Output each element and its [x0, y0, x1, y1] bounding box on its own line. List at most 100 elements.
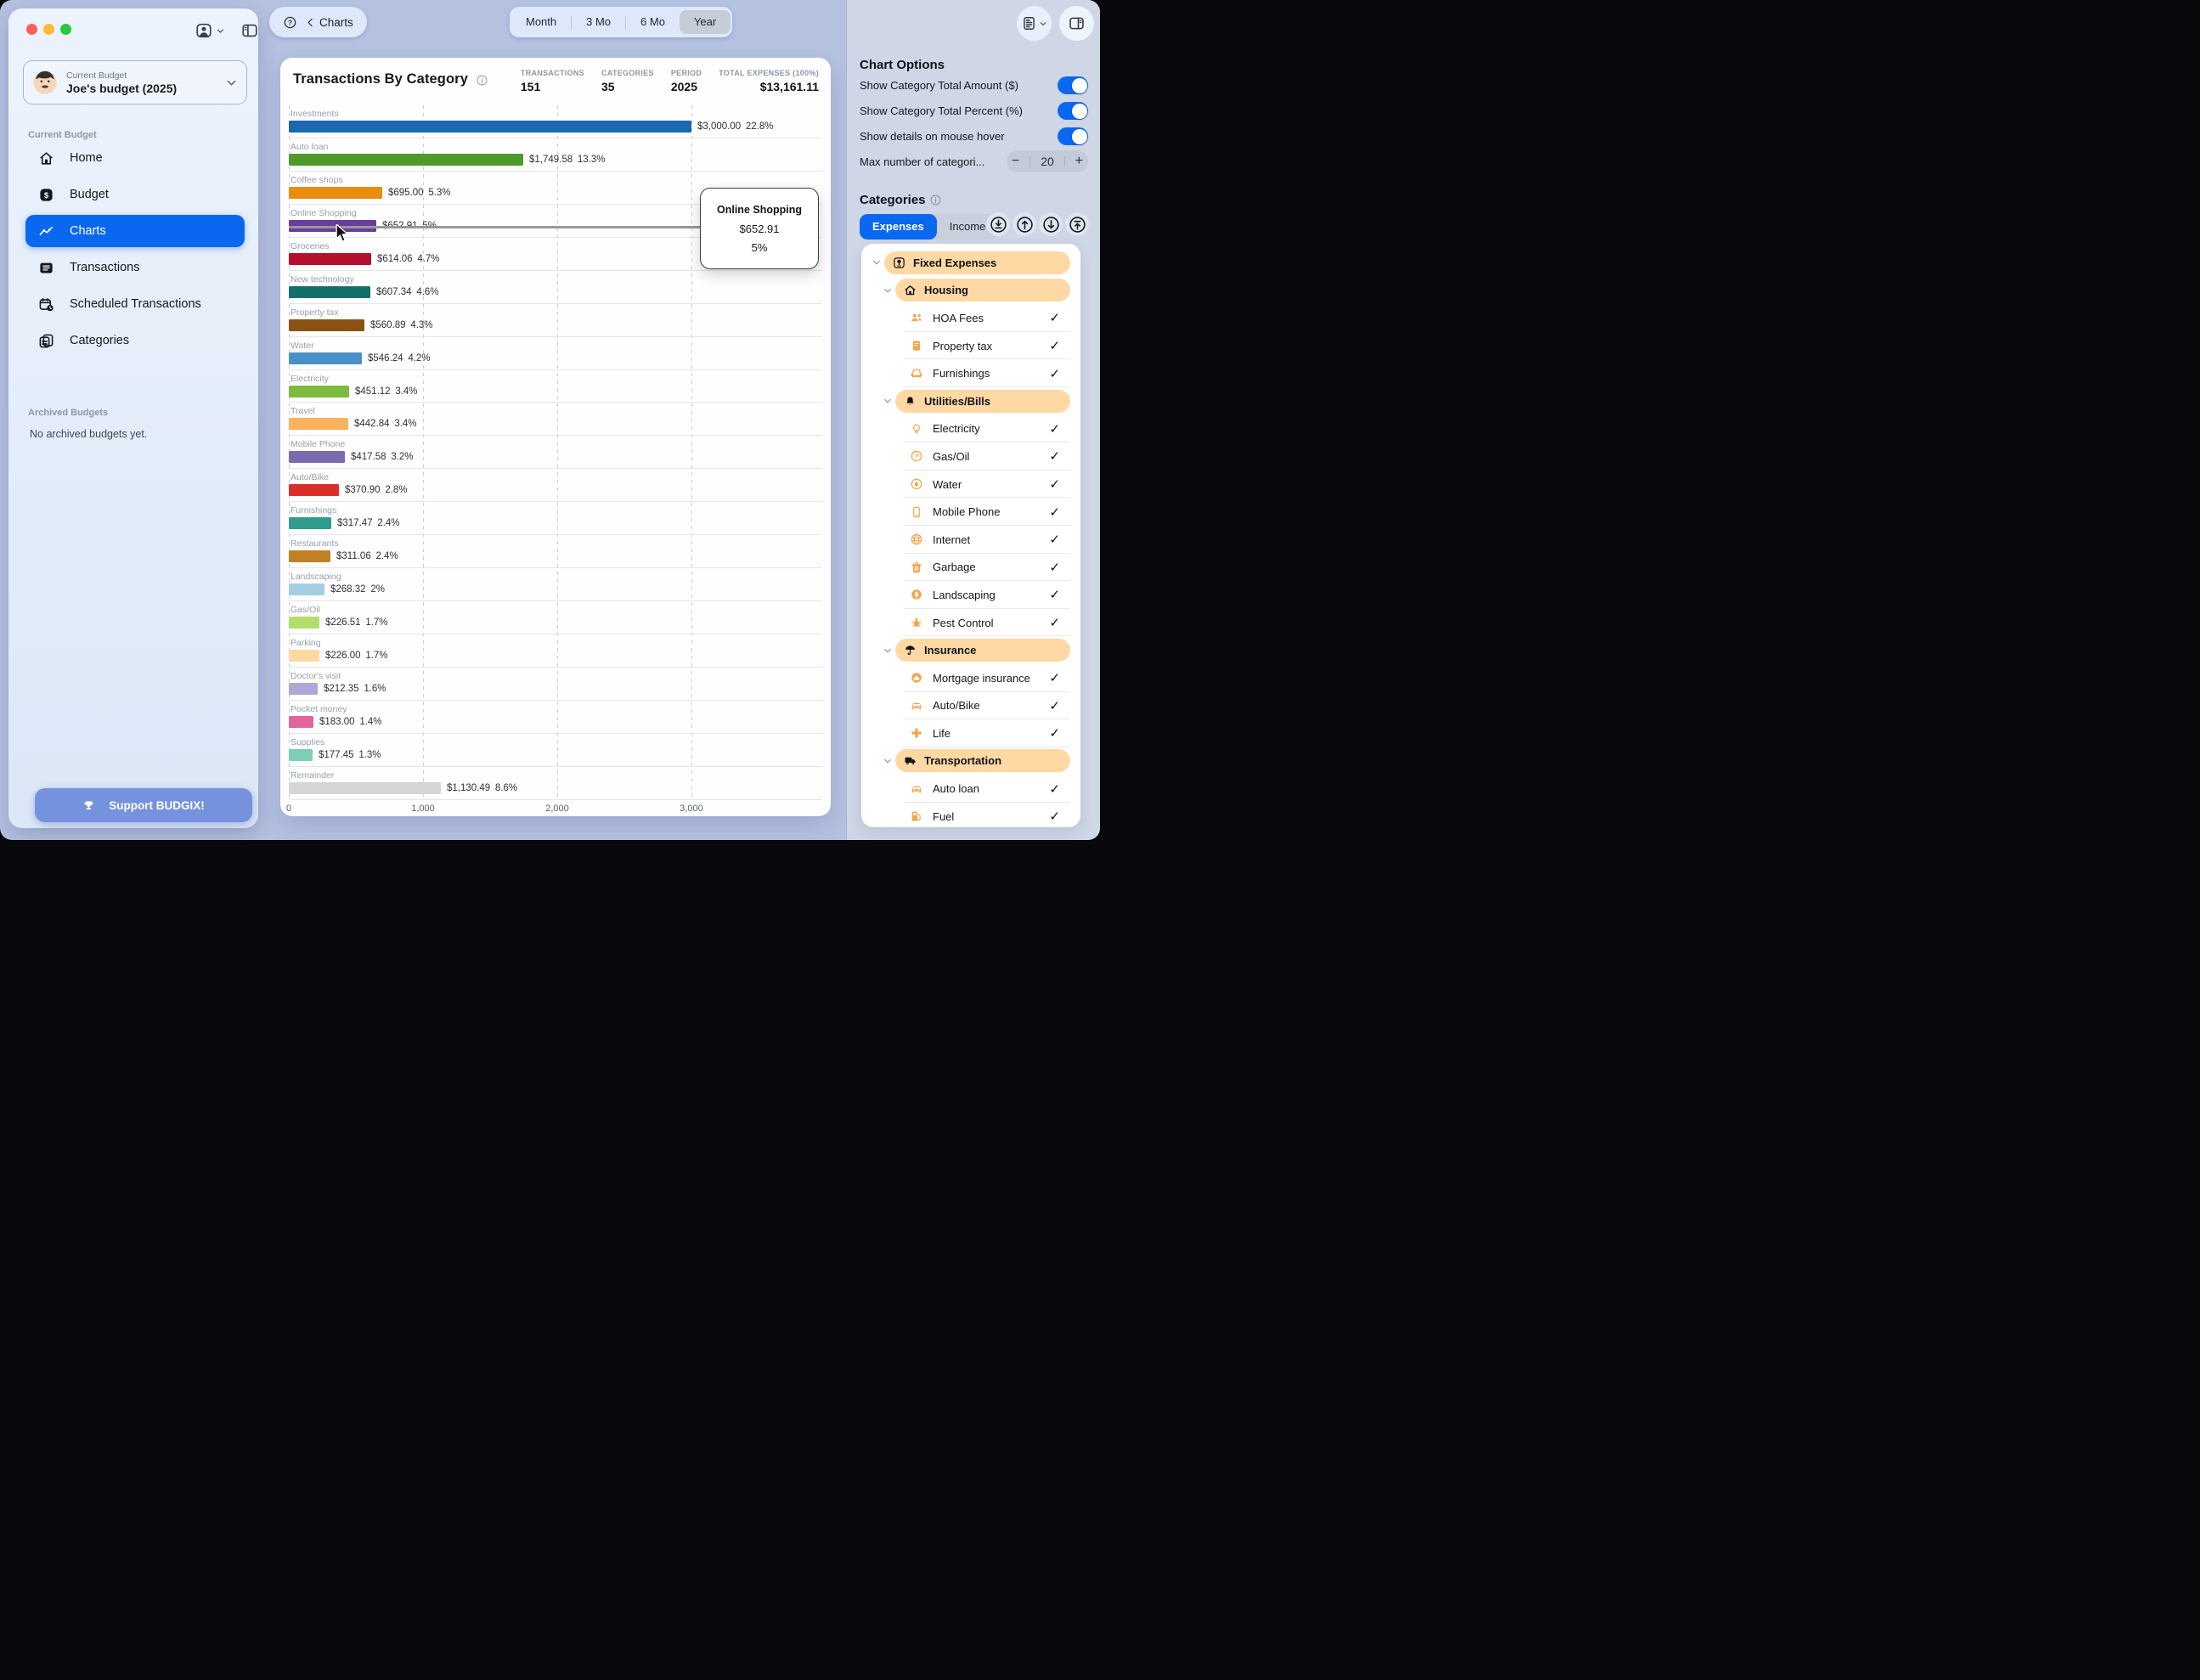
chevron-down-icon[interactable]: [883, 646, 893, 656]
chart-row-remainder[interactable]: Remainder$1,130.49 8.6%: [289, 767, 822, 800]
chevron-down-icon[interactable]: [883, 285, 893, 296]
tree-row-hoa-fees[interactable]: HOA Fees✓: [861, 304, 1080, 332]
check-icon[interactable]: ✓: [1049, 366, 1060, 381]
tree-row-internet[interactable]: Internet✓: [861, 526, 1080, 554]
chart-row-auto-bike[interactable]: Auto/Bike$370.90 2.8%: [289, 469, 822, 502]
check-icon[interactable]: ✓: [1049, 421, 1060, 437]
chart-row-electricity[interactable]: Electricity$451.12 3.4%: [289, 370, 822, 403]
chart-row-investments[interactable]: Investments$3,000.00 22.8%: [289, 105, 822, 138]
chart-row-water[interactable]: Water$546.24 4.2%: [289, 337, 822, 370]
chart-row-mobile-phone[interactable]: Mobile Phone$417.58 3.2%: [289, 436, 822, 469]
toggle-right-panel-button[interactable]: [1059, 6, 1094, 41]
check-icon[interactable]: ✓: [1049, 587, 1060, 602]
back-to-charts-button[interactable]: ? Charts: [269, 7, 367, 37]
bar[interactable]: [289, 650, 319, 662]
period-tab-year[interactable]: Year: [680, 10, 731, 34]
help-icon[interactable]: ?: [283, 15, 297, 30]
tree-row-mobile-phone[interactable]: Mobile Phone✓: [861, 498, 1080, 526]
toggle-2[interactable]: [1058, 102, 1088, 120]
bar[interactable]: [289, 154, 523, 166]
chart-row-gas-oil[interactable]: Gas/Oil$226.51 1.7%: [289, 601, 822, 634]
account-menu-button[interactable]: [195, 21, 225, 40]
bar[interactable]: [289, 386, 349, 397]
check-icon[interactable]: ✓: [1049, 448, 1060, 464]
tree-row-water[interactable]: Water✓: [861, 471, 1080, 499]
check-icon[interactable]: ✓: [1049, 505, 1060, 520]
traffic-close-button[interactable]: [26, 24, 37, 35]
check-icon[interactable]: ✓: [1049, 476, 1060, 492]
toggle-1[interactable]: [1058, 76, 1088, 94]
traffic-zoom-button[interactable]: [60, 24, 71, 35]
bar[interactable]: [289, 253, 371, 265]
current-budget-selector[interactable]: Current Budget Joe's budget (2025): [23, 60, 247, 104]
check-icon[interactable]: ✓: [1049, 338, 1060, 353]
increment-button[interactable]: +: [1075, 154, 1083, 169]
check-icon[interactable]: ✓: [1049, 725, 1060, 741]
tree-row-furnishings[interactable]: Furnishings✓: [861, 359, 1080, 387]
tree-row-gas-oil[interactable]: Gas/Oil✓: [861, 443, 1080, 471]
period-tab-month[interactable]: Month: [511, 10, 571, 34]
tree-row-pest-control[interactable]: Pest Control✓: [861, 609, 1080, 637]
max-categories-stepper[interactable]: −20+: [1007, 150, 1088, 172]
group-pill-insurance[interactable]: Insurance: [895, 639, 1070, 662]
decrement-button[interactable]: −: [1012, 154, 1019, 169]
tree-row-fuel[interactable]: Fuel✓: [861, 803, 1080, 827]
chart-row-pocket-money[interactable]: Pocket money$183.00 1.4%: [289, 701, 822, 734]
traffic-minimize-button[interactable]: [43, 24, 54, 35]
bar[interactable]: [289, 782, 441, 794]
group-pill-utilities-bills[interactable]: Utilities/Bills: [895, 390, 1070, 413]
chart-row-travel[interactable]: Travel$442.84 3.4%: [289, 403, 822, 436]
chart-row-supplies[interactable]: Supplies$177.45 1.3%: [289, 734, 822, 767]
bar[interactable]: [289, 749, 313, 761]
check-icon[interactable]: ✓: [1049, 310, 1060, 325]
tree-row-utilities-bills[interactable]: Utilities/Bills: [861, 387, 1080, 415]
tree-row-auto-loan[interactable]: Auto loan✓: [861, 775, 1080, 803]
check-icon[interactable]: ✓: [1049, 532, 1060, 547]
support-budgix-button[interactable]: Support BUDGIX!: [35, 788, 252, 822]
bar[interactable]: [289, 517, 331, 529]
bar[interactable]: [289, 319, 364, 331]
bar[interactable]: [289, 121, 691, 132]
sidebar-item-categories[interactable]: Categories: [25, 324, 245, 357]
chart-type-menu-button[interactable]: [1017, 6, 1052, 41]
check-icon[interactable]: ✓: [1049, 615, 1060, 630]
bar[interactable]: [289, 550, 330, 562]
sidebar-item-home[interactable]: Home: [25, 142, 245, 174]
chart-row-furnishings[interactable]: Furnishings$317.47 2.4%: [289, 502, 822, 535]
bar[interactable]: [289, 617, 319, 629]
tree-row-housing[interactable]: Housing: [861, 277, 1080, 305]
tree-row-fixed-expenses[interactable]: Fixed Expenses: [861, 249, 1080, 277]
tree-row-property-tax[interactable]: Property tax✓: [861, 332, 1080, 360]
check-icon[interactable]: ✓: [1049, 560, 1060, 575]
chart-row-landscaping[interactable]: Landscaping$268.32 2%: [289, 568, 822, 601]
move-down-button[interactable]: [1039, 212, 1063, 236]
info-icon[interactable]: [476, 74, 488, 87]
chevron-down-icon[interactable]: [872, 257, 882, 268]
check-icon[interactable]: ✓: [1049, 809, 1060, 824]
chart-row-new-technology[interactable]: New technology$607.34 4.6%: [289, 271, 822, 304]
tree-row-insurance[interactable]: Insurance: [861, 636, 1080, 664]
bar[interactable]: [289, 352, 362, 364]
toggle-sidebar-button[interactable]: [240, 21, 259, 40]
chevron-down-icon[interactable]: [883, 756, 893, 766]
bar[interactable]: [289, 451, 345, 463]
group-pill-fixed-expenses[interactable]: Fixed Expenses: [884, 251, 1070, 274]
group-pill-transportation[interactable]: Transportation: [895, 749, 1070, 772]
check-icon[interactable]: ✓: [1049, 781, 1060, 797]
group-pill-housing[interactable]: Housing: [895, 279, 1070, 302]
sidebar-item-transactions[interactable]: Transactions: [25, 251, 245, 284]
move-to-top-button[interactable]: [1065, 212, 1089, 236]
toggle-3[interactable]: [1058, 127, 1088, 145]
bar[interactable]: [289, 484, 339, 496]
bar[interactable]: [289, 418, 348, 430]
sidebar-item-budget[interactable]: $Budget: [25, 178, 245, 211]
collapse-all-button[interactable]: [986, 212, 1010, 236]
chart-row-property-tax[interactable]: Property tax$560.89 4.3%: [289, 304, 822, 337]
bar[interactable]: [289, 187, 382, 199]
sidebar-item-scheduled-transactions[interactable]: Scheduled Transactions: [25, 288, 245, 320]
check-icon[interactable]: ✓: [1049, 698, 1060, 713]
tree-row-auto-bike[interactable]: Auto/Bike✓: [861, 692, 1080, 720]
bar[interactable]: [289, 286, 370, 298]
bar[interactable]: [289, 583, 324, 595]
chart-row-restaurants[interactable]: Restaurants$311.06 2.4%: [289, 535, 822, 568]
